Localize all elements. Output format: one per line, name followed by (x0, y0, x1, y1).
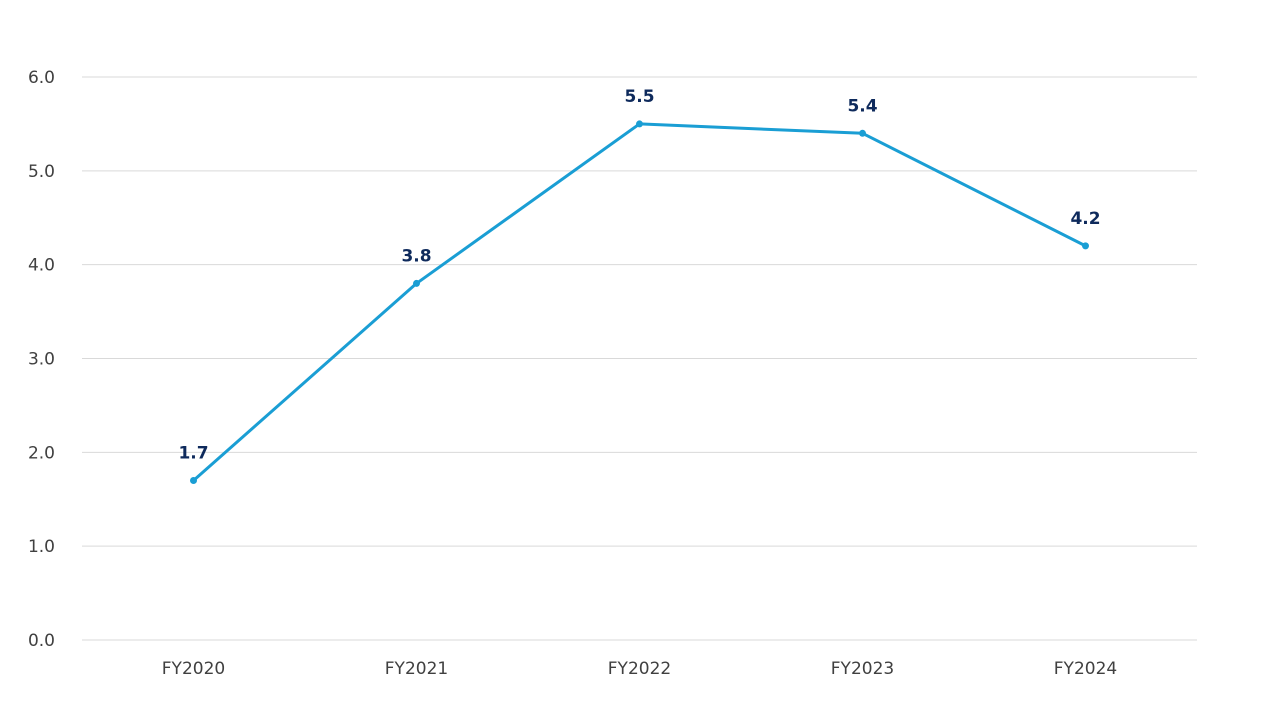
y-tick-label: 5.0 (28, 162, 55, 182)
data-point (859, 129, 866, 137)
y-tick-label: 2.0 (28, 443, 55, 463)
x-tick-label: FY2020 (162, 659, 225, 679)
data-point (636, 120, 643, 128)
data-point (190, 476, 197, 484)
y-tick-label: 1.0 (28, 537, 55, 557)
x-axis: FY2020 FY2021 FY2022 FY2023 FY2024 (162, 659, 1117, 679)
series-line (192, 122, 1087, 482)
y-tick-label: 6.0 (28, 68, 55, 88)
y-tick-label: 3.0 (28, 350, 55, 370)
data-point (1082, 242, 1089, 250)
data-point (413, 279, 420, 287)
data-label: 3.8 (401, 246, 431, 266)
y-tick-label: 0.0 (28, 631, 55, 651)
x-tick-label: FY2022 (608, 659, 671, 679)
data-label: 5.5 (624, 87, 654, 107)
y-axis: 0.0 1.0 2.0 3.0 4.0 5.0 6.0 (28, 68, 55, 651)
grid-lines (82, 76, 1197, 641)
data-label: 4.2 (1070, 209, 1100, 229)
data-label: 1.7 (178, 443, 208, 463)
y-tick-label: 4.0 (28, 256, 55, 276)
x-tick-label: FY2023 (831, 659, 894, 679)
x-tick-label: FY2021 (385, 659, 448, 679)
data-labels: 1.7 3.8 5.5 5.4 4.2 (178, 87, 1100, 464)
x-tick-label: FY2024 (1054, 659, 1117, 679)
series-group (190, 120, 1089, 484)
data-label: 5.4 (847, 96, 877, 116)
